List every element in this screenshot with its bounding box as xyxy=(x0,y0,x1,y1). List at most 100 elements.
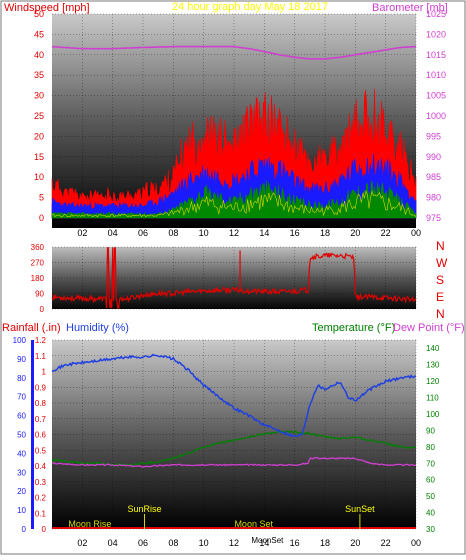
wind-x-tick-label: 10 xyxy=(199,228,209,238)
humidity-tick-label: 50 xyxy=(17,431,26,440)
temperature-tick-label: 80 xyxy=(426,443,435,452)
windspeed-tick-label: 5 xyxy=(39,193,44,203)
humidity-axis-bar xyxy=(31,340,34,529)
barometer-tick-label: 985 xyxy=(426,172,441,182)
barometer-tick-label: 1005 xyxy=(426,91,446,101)
humidity-tick-label: 20 xyxy=(17,487,26,496)
wind-x-tick-label: 22 xyxy=(381,228,391,238)
humidity-x-tick-label: 04 xyxy=(108,538,118,548)
windspeed-tick-label: 30 xyxy=(34,91,44,101)
humidity-x-tick-label: 02 xyxy=(77,538,87,548)
annotation-label: SunSet xyxy=(345,504,375,514)
windspeed-avg-series xyxy=(51,153,417,219)
rainfall-tick-label: 1.1 xyxy=(35,352,47,361)
barometer-tick-label: 990 xyxy=(426,152,441,162)
barometer-series xyxy=(51,45,417,60)
wind-x-tick-label: 08 xyxy=(168,228,178,238)
annotation-label: MoonSet xyxy=(251,536,284,545)
temperature-tick-label: 30 xyxy=(426,525,435,534)
rainfall-tick-label: 0.4 xyxy=(35,462,47,471)
annotation-label: SunRise xyxy=(128,504,162,514)
windspeed-tick-label: 0 xyxy=(39,213,44,223)
windspeed-tick-label: 40 xyxy=(34,50,44,60)
direction-letter-n-bottom: N xyxy=(436,307,445,321)
annotation-label: Moon Set xyxy=(234,519,273,529)
temperature-axis-title: Temperature (°F) xyxy=(312,322,395,334)
humidity-tick-label: 10 xyxy=(17,506,26,515)
direction-tick-label: 360 xyxy=(31,243,45,252)
windspeed-tick-label: 20 xyxy=(34,131,44,141)
barometer-tick-label: 995 xyxy=(426,131,441,141)
windspeed-axis-title: Windspeed [mph] xyxy=(4,2,90,14)
wind-x-tick-label: 14 xyxy=(259,228,269,238)
rainfall-tick-label: 0.5 xyxy=(35,446,47,455)
rainfall-tick-label: 0.2 xyxy=(35,494,47,503)
humidity-tick-label: 100 xyxy=(13,336,27,345)
direction-tick-label: 270 xyxy=(31,259,45,268)
rainfall-axis-title: Rainfall (.in) xyxy=(2,322,61,334)
temperature-tick-label: 60 xyxy=(426,476,435,485)
chart-title: 24 hour graph day May 18 2017 xyxy=(172,1,328,13)
direction-letter-s: S xyxy=(436,273,444,287)
barometer-tick-label: 1010 xyxy=(426,70,446,80)
barometer-tick-label: 975 xyxy=(426,213,441,223)
humidity-x-tick-label: 00 xyxy=(411,538,421,548)
humidity-x-tick-label: 14 xyxy=(259,538,269,548)
direction-tick-label: 180 xyxy=(31,274,45,283)
direction-letters: N W S E N xyxy=(436,239,448,321)
wind-x-tick-label: 06 xyxy=(138,228,148,238)
rainfall-tick-label: 1.2 xyxy=(35,336,47,345)
humidity-tick-label: 80 xyxy=(17,374,26,383)
humidity-x-tick-label: 16 xyxy=(290,538,300,548)
humidity-tick-label: 40 xyxy=(17,449,26,458)
temperature-tick-label: 130 xyxy=(426,361,440,370)
dewpoint-series xyxy=(51,456,416,468)
wind-x-tick-label: 04 xyxy=(108,228,118,238)
barometer-tick-label: 1020 xyxy=(426,29,446,39)
rainfall-tick-label: 0.3 xyxy=(35,478,47,487)
annotation-label: Moon Rise xyxy=(68,519,111,529)
wind-x-tick-label: 18 xyxy=(320,228,330,238)
humidity-x-tick-label: 18 xyxy=(320,538,330,548)
windspeed-tick-label: 10 xyxy=(34,172,44,182)
temperature-tick-label: 50 xyxy=(426,492,435,501)
humidity-x-tick-label: 20 xyxy=(350,538,360,548)
temperature-series xyxy=(52,430,417,467)
temperature-tick-label: 120 xyxy=(426,377,440,386)
humidity-tick-label: 0 xyxy=(22,525,27,534)
humidity-x-tick-label: 22 xyxy=(381,538,391,548)
direction-letter-e: E xyxy=(436,290,444,304)
humidity-tick-label: 30 xyxy=(17,468,26,477)
windspeed-tick-label: 25 xyxy=(34,111,44,121)
humidity-tick-label: 70 xyxy=(17,393,26,402)
humidity-x-tick-label: 10 xyxy=(199,538,209,548)
wind-x-tick-label: 16 xyxy=(290,228,300,238)
barometer-axis-title: Barometer [mb] xyxy=(372,2,448,14)
barometer-tick-label: 1000 xyxy=(426,111,446,121)
windspeed-min-trace xyxy=(51,189,417,218)
wind-x-tick-label: 02 xyxy=(77,228,87,238)
rainfall-tick-label: 0.6 xyxy=(35,431,47,440)
barometer-tick-label: 980 xyxy=(426,193,441,203)
humidity-axis-title: Humidity (%) xyxy=(66,322,129,334)
wind-x-tick-label: 00 xyxy=(411,228,421,238)
humidity-tick-label: 60 xyxy=(17,412,26,421)
temperature-tick-label: 110 xyxy=(426,394,439,403)
rainfall-tick-label: 0.9 xyxy=(35,383,47,392)
humidity-series xyxy=(51,353,417,438)
wind-direction-series xyxy=(51,247,417,309)
humidity-x-tick-label: 12 xyxy=(229,538,239,548)
direction-letter-n-top: N xyxy=(436,239,445,253)
direction-letter-w: W xyxy=(436,256,448,270)
direction-tick-label: 90 xyxy=(35,290,44,299)
dewpoint-axis-title: Dew Point (°F) xyxy=(393,322,465,334)
temperature-tick-label: 140 xyxy=(426,344,440,353)
windspeed-tick-label: 35 xyxy=(34,70,44,80)
barometer-tick-label: 1025 xyxy=(426,9,446,19)
rainfall-tick-label: 1 xyxy=(42,368,47,377)
windspeed-low-series xyxy=(51,179,417,219)
windspeed-tick-label: 50 xyxy=(34,9,44,19)
humidity-x-tick-label: 08 xyxy=(168,538,178,548)
